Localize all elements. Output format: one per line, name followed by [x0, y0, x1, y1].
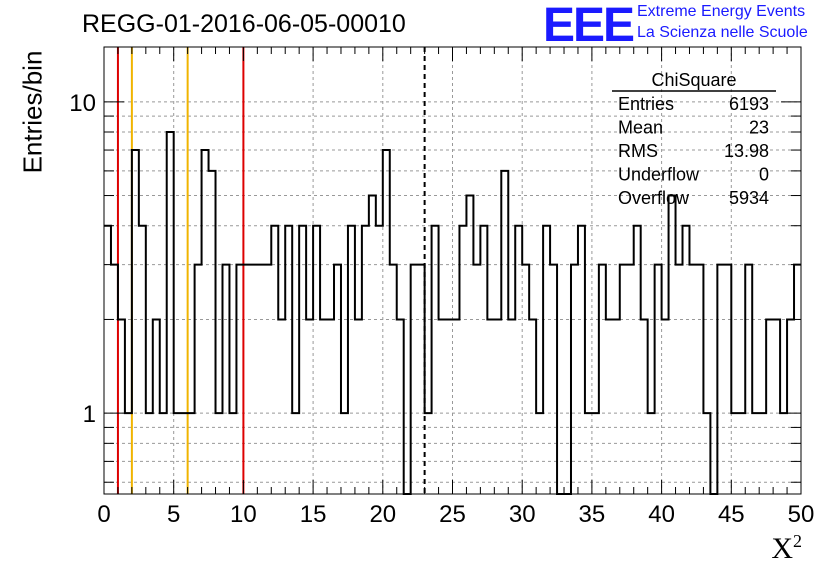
- x-tick-label: 15: [300, 501, 327, 528]
- x-tick-label: 20: [369, 501, 396, 528]
- stats-box: ChiSquare Entries 6193 Mean 23 RMS 13.98 Underf…: [612, 70, 776, 208]
- x-axis-label: X2: [771, 531, 802, 566]
- stats-row-value: 6193: [729, 94, 769, 114]
- x-tick-label: 45: [718, 501, 745, 528]
- stats-row-label: Overflow: [618, 188, 690, 208]
- stats-row-label: RMS: [618, 141, 658, 161]
- logo-line-1: Extreme Energy Events: [637, 3, 806, 20]
- x-axis-label-base: X: [771, 532, 793, 565]
- marker-lines: [116, 47, 426, 494]
- x-tick-label: 40: [648, 501, 675, 528]
- x-tick-label: 10: [230, 501, 257, 528]
- x-tick-label: 0: [97, 501, 110, 528]
- x-tick-label: 35: [579, 501, 606, 528]
- grid-lines: [104, 47, 801, 494]
- chart-title: REGG-01-2016-06-05-00010: [82, 10, 406, 38]
- stats-row-label: Underflow: [618, 165, 700, 185]
- stats-row-value: 5934: [729, 188, 769, 208]
- stats-row-label: Mean: [618, 118, 663, 138]
- x-tick-label: 25: [439, 501, 466, 528]
- histogram-line: [104, 130, 801, 495]
- stats-header: ChiSquare: [651, 70, 736, 90]
- stats-row-value: 23: [749, 118, 769, 138]
- x-tick-label: 30: [509, 501, 536, 528]
- stats-row-label: Entries: [618, 94, 674, 114]
- x-tick-label: 5: [167, 501, 180, 528]
- y-tick-label: 10: [69, 90, 96, 117]
- stats-row-value: 13.98: [724, 141, 769, 161]
- y-axis-label: Entries/bin: [17, 50, 48, 174]
- stats-row-value: 0: [759, 165, 769, 185]
- x-tick-label: 50: [788, 501, 815, 528]
- y-tick-label: 1: [83, 401, 96, 428]
- eee-logo: EEE: [543, 0, 635, 52]
- histogram: [104, 130, 801, 495]
- x-axis-label-superscript: 2: [793, 531, 802, 551]
- axis-ticks: 0 5 10 15 20 25 30 35 40 45 50 1 10: [69, 47, 814, 528]
- logo-line-2: La Scienza nelle Scuole: [637, 24, 808, 41]
